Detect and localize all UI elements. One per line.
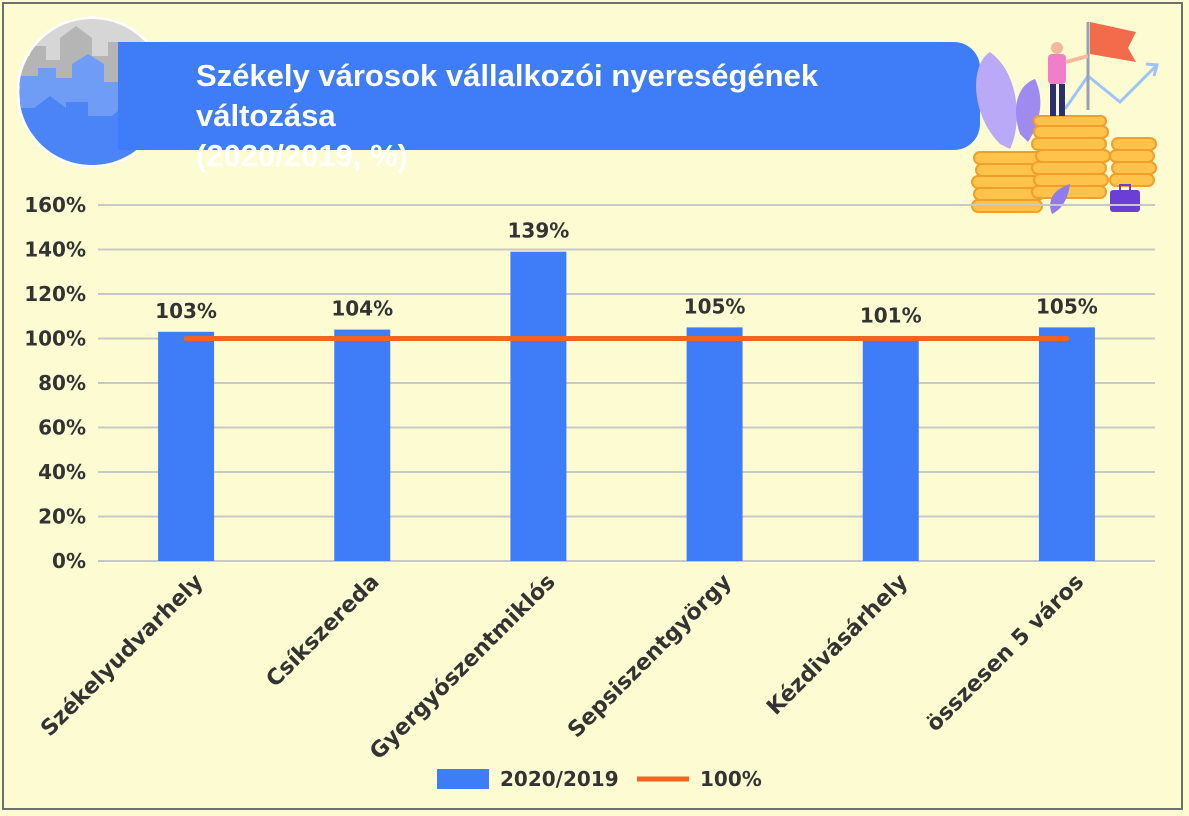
bars — [158, 251, 1095, 561]
y-tick-label: 160% — [24, 193, 86, 217]
data-label: 139% — [508, 219, 570, 243]
legend-line-label: 100% — [700, 767, 762, 791]
y-tick-label: 40% — [38, 460, 86, 484]
gridlines — [98, 204, 1155, 562]
y-tick-label: 80% — [38, 371, 86, 395]
bar — [862, 336, 919, 561]
x-tick-label: Sepsiszentgyörgy — [563, 570, 736, 743]
profit-illustration-icon — [971, 22, 1159, 214]
data-labels: 103% 104% 139% 105% 101% 105% — [155, 219, 1098, 328]
bar — [158, 331, 215, 561]
legend: 2020/2019 100% — [437, 767, 762, 791]
x-tick-label: Székelyudvarhely — [36, 570, 208, 742]
title-line-2: (2020/2019, %) — [196, 138, 408, 173]
x-axis-tick-labels: Székelyudvarhely CsíkszeredaGyergyószentm… — [36, 570, 1089, 765]
y-tick-label: 140% — [24, 238, 86, 262]
data-label: 101% — [860, 303, 922, 327]
data-label: 104% — [331, 297, 393, 321]
y-tick-label: 100% — [24, 327, 86, 351]
title-line-1: Székely városok vállalkozói nyereségének… — [196, 58, 819, 133]
data-label: 105% — [684, 294, 746, 318]
y-tick-label: 120% — [24, 282, 86, 306]
y-tick-label: 20% — [38, 505, 86, 529]
bar — [686, 327, 743, 561]
y-axis-tick-labels: 0% 20% 40% 60% 80% 100% 120% 140% 160% — [24, 193, 86, 573]
x-tick-label: összesen 5 város — [922, 570, 1089, 737]
y-tick-label: 60% — [38, 416, 86, 440]
bar — [1038, 327, 1095, 561]
chart-title: Székely városok vállalkozói nyereségének… — [196, 56, 956, 176]
x-tick-label: Gyergyószentmiklós — [365, 570, 560, 765]
title-banner — [118, 42, 980, 150]
x-tick-label: Kézdivásárhely — [762, 570, 913, 721]
y-tick-label: 0% — [52, 549, 86, 573]
bar — [334, 329, 391, 561]
data-label: 105% — [1036, 294, 1098, 318]
legend-bar-swatch — [437, 769, 489, 789]
bar — [510, 251, 567, 561]
legend-bar-label: 2020/2019 — [500, 767, 619, 791]
x-tick-label: Csíkszereda — [262, 570, 385, 693]
data-label: 103% — [155, 299, 217, 323]
